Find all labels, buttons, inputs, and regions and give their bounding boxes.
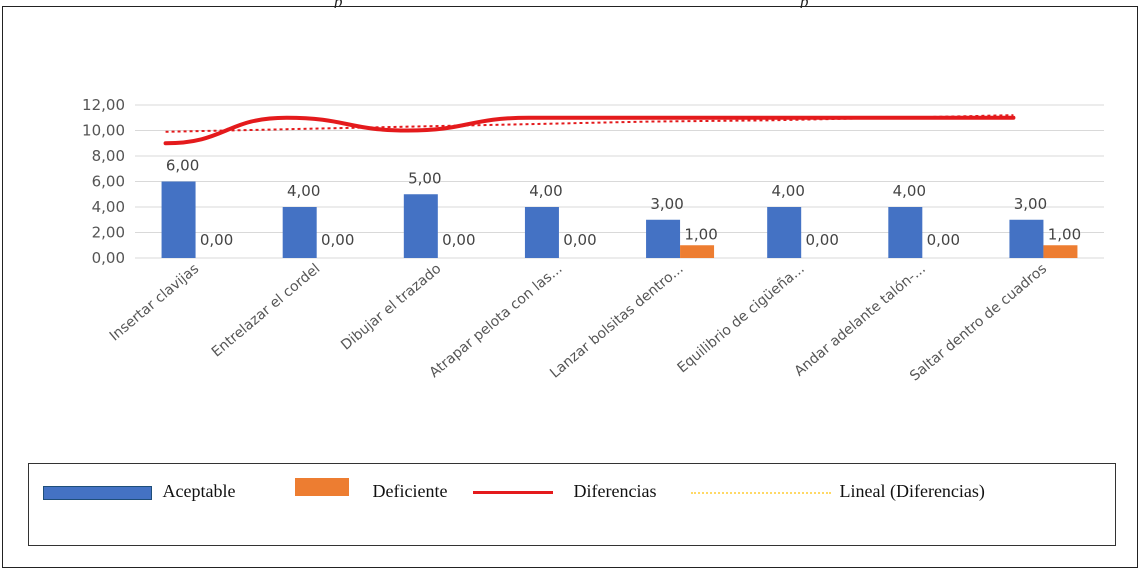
legend: Aceptable Deficiente Diferencias Lineal … bbox=[28, 463, 1116, 546]
category-label: Andar adelante talón-... bbox=[792, 261, 929, 380]
bar-aceptable bbox=[403, 194, 438, 258]
bar-aceptable bbox=[524, 207, 559, 258]
legend-item-lineal: Lineal (Diferencias) bbox=[691, 481, 985, 501]
bar-deficiente bbox=[1043, 245, 1078, 258]
category-label: Equilibrio de cigüeña... bbox=[674, 261, 807, 376]
bar-deficiente bbox=[680, 245, 715, 258]
y-tick-label: 6,00 bbox=[92, 173, 125, 191]
y-tick-label: 8,00 bbox=[92, 147, 125, 165]
bar-aceptable bbox=[282, 207, 317, 258]
data-label-deficiente: 0,00 bbox=[563, 231, 596, 249]
legend-item-aceptable: Aceptable bbox=[43, 481, 235, 501]
legend-label-diferencias: Diferencias bbox=[573, 481, 657, 501]
category-label: Dibujar el trazado bbox=[338, 261, 444, 354]
data-label-aceptable: 3,00 bbox=[650, 195, 683, 213]
category-label: Atrapar pelota con las... bbox=[427, 261, 566, 381]
legend-label-deficiente: Deficiente bbox=[372, 481, 448, 501]
data-label-aceptable: 4,00 bbox=[893, 182, 926, 200]
legend-label-aceptable: Aceptable bbox=[162, 481, 236, 501]
data-label-aceptable: 6,00 bbox=[166, 157, 199, 175]
title-border bbox=[2, 6, 1138, 7]
bar-aceptable bbox=[161, 181, 196, 258]
data-label-aceptable: 5,00 bbox=[408, 169, 441, 187]
plot-area: 0,002,004,006,008,0010,0012,006,000,00In… bbox=[82, 96, 1104, 385]
legend-item-diferencias: Diferencias bbox=[473, 481, 656, 501]
y-tick-label: 10,00 bbox=[82, 122, 125, 140]
chart-frame bbox=[2, 6, 1138, 568]
y-tick-label: 4,00 bbox=[92, 198, 125, 216]
category-label: Insertar clavijas bbox=[107, 261, 202, 345]
data-label-deficiente: 0,00 bbox=[805, 231, 838, 249]
category-label: Lanzar bolsitas dentro... bbox=[547, 261, 687, 382]
data-label-deficiente: 0,00 bbox=[927, 231, 960, 249]
data-label-deficiente: 0,00 bbox=[200, 231, 233, 249]
category-label: Saltar dentro de cuadros bbox=[907, 261, 1050, 385]
legend-swatch-diferencias bbox=[473, 491, 553, 495]
y-tick-label: 2,00 bbox=[92, 224, 125, 242]
data-label-deficiente: 0,00 bbox=[442, 231, 475, 249]
legend-item-deficiente: Deficiente bbox=[295, 475, 447, 501]
data-label-aceptable: 3,00 bbox=[1014, 195, 1047, 213]
title-fragment-left: p bbox=[334, 0, 343, 8]
data-label-deficiente: 1,00 bbox=[684, 225, 717, 243]
data-label-aceptable: 4,00 bbox=[771, 182, 804, 200]
y-tick-label: 12,00 bbox=[82, 96, 125, 114]
bar-aceptable bbox=[646, 219, 681, 258]
legend-swatch-aceptable bbox=[43, 485, 152, 500]
legend-swatch-lineal bbox=[691, 491, 831, 494]
bar-aceptable bbox=[1009, 219, 1044, 258]
bar-aceptable bbox=[767, 207, 802, 258]
data-label-aceptable: 4,00 bbox=[287, 182, 320, 200]
y-tick-label: 0,00 bbox=[92, 249, 125, 267]
line-diferencias bbox=[163, 115, 1016, 146]
legend-swatch-deficiente bbox=[295, 477, 349, 496]
data-label-deficiente: 1,00 bbox=[1048, 225, 1081, 243]
legend-label-lineal: Lineal (Diferencias) bbox=[839, 481, 985, 501]
category-label: Entrelazar el cordel bbox=[209, 261, 323, 361]
data-label-aceptable: 4,00 bbox=[529, 182, 562, 200]
bar-aceptable bbox=[888, 207, 923, 258]
data-label-deficiente: 0,00 bbox=[321, 231, 354, 249]
title-fragment-right: p bbox=[800, 0, 809, 8]
